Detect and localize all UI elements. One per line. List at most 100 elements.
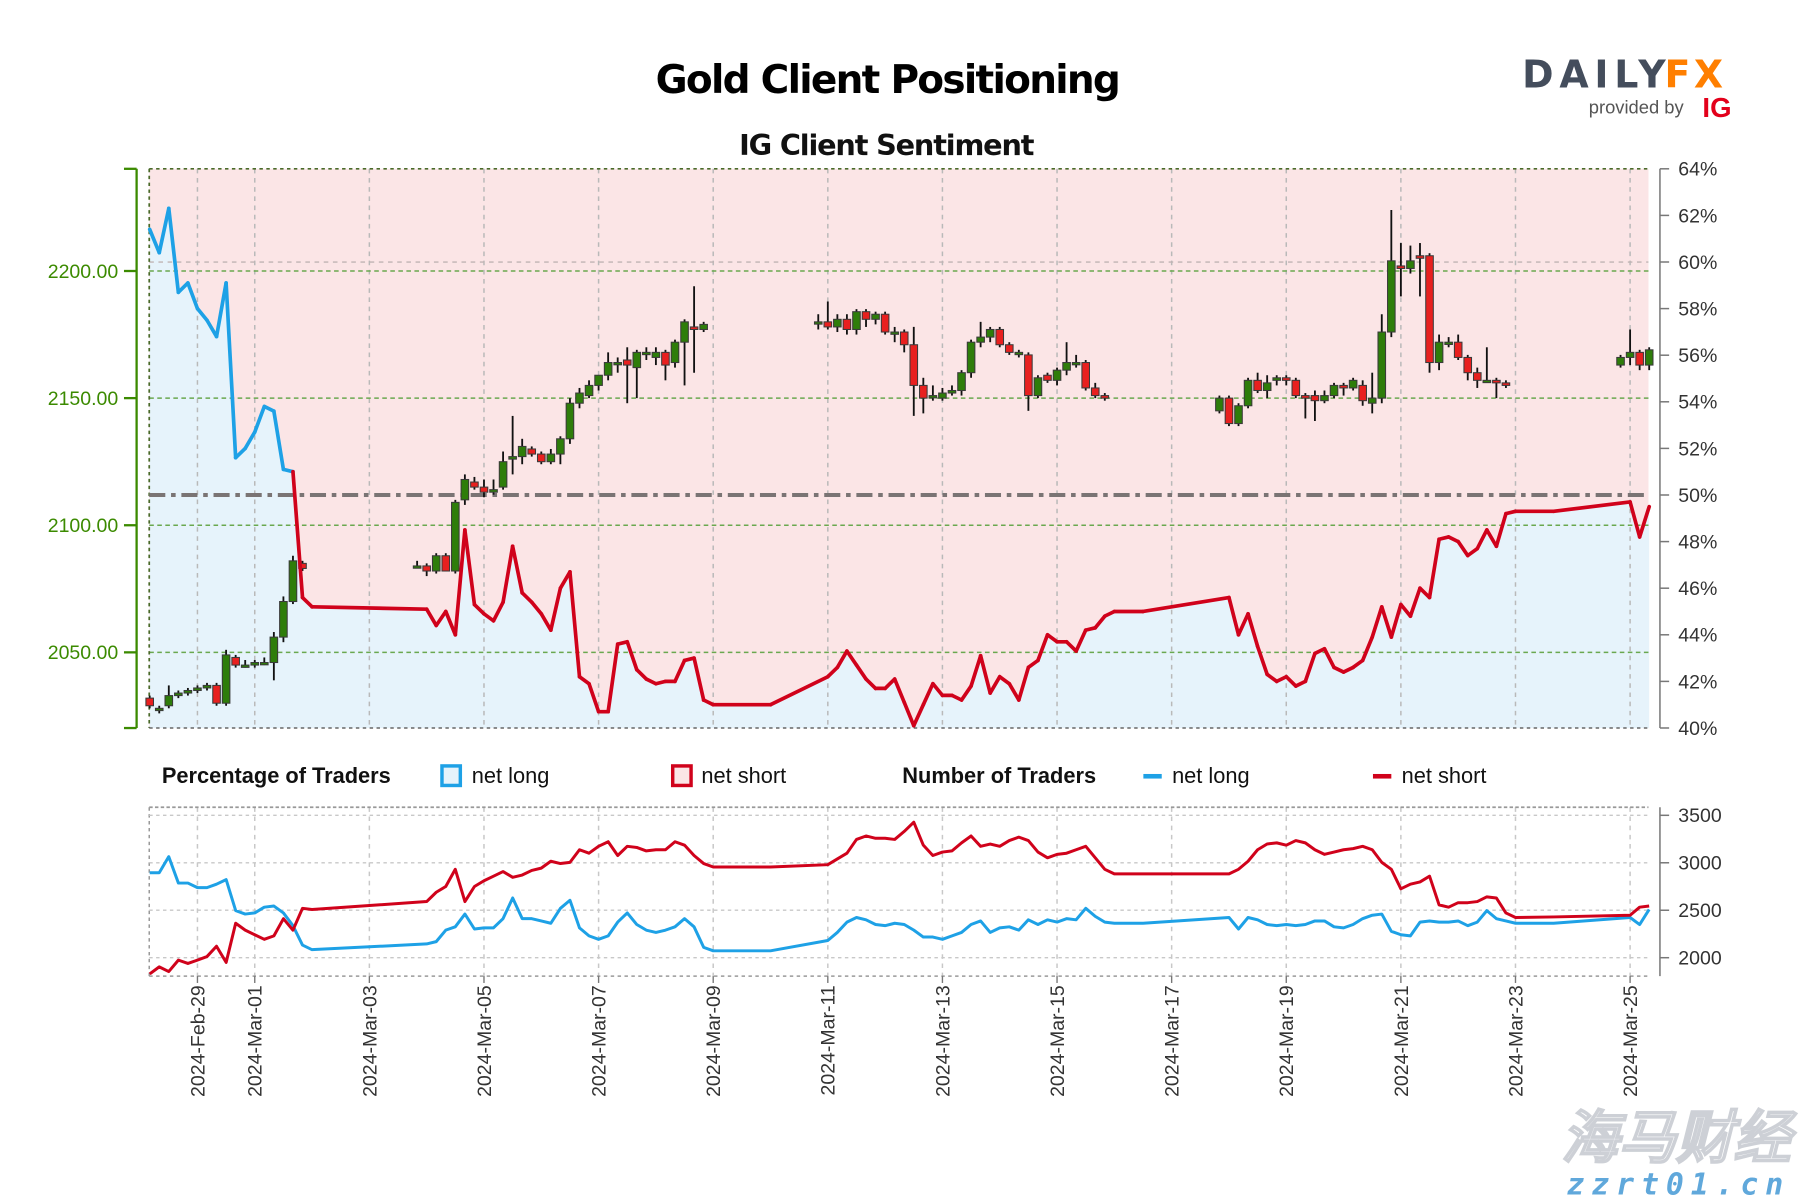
net-long-pct-segment bbox=[157, 206, 171, 255]
candle bbox=[221, 649, 231, 706]
candle-body-up bbox=[240, 664, 250, 668]
candle-body-up bbox=[1234, 405, 1243, 425]
net-long-pct-segment bbox=[1628, 500, 1642, 539]
candle-body-up bbox=[451, 501, 460, 572]
candle bbox=[1291, 377, 1301, 399]
candle-body-up bbox=[670, 341, 680, 364]
candle-body-down bbox=[1310, 395, 1320, 402]
candle-body-up bbox=[642, 351, 651, 356]
candle bbox=[1387, 209, 1396, 338]
net-long-pct-segment bbox=[921, 681, 935, 707]
net-long-pct-segment bbox=[825, 665, 840, 679]
candle bbox=[957, 370, 966, 396]
logo-brand-fx: FX bbox=[1665, 52, 1727, 96]
candle bbox=[1062, 342, 1071, 376]
candle bbox=[1224, 395, 1234, 427]
candle-body-up bbox=[1071, 362, 1081, 366]
net-long-pct-segment bbox=[692, 656, 706, 702]
net-long-pct-segment bbox=[291, 469, 305, 600]
candle-body-down bbox=[1358, 384, 1367, 402]
legend-num-long: net long bbox=[1172, 763, 1250, 788]
candle bbox=[603, 352, 613, 381]
candle bbox=[575, 387, 584, 409]
candle bbox=[622, 347, 632, 404]
net-long-pct-segment bbox=[997, 674, 1012, 686]
candle bbox=[536, 451, 546, 465]
pct-tick-label: 56% bbox=[1678, 345, 1717, 367]
chart-title: Gold Client Positioning bbox=[656, 58, 1120, 103]
candle-body-up bbox=[1320, 395, 1329, 402]
candle-body-up bbox=[1052, 369, 1062, 381]
candle bbox=[1329, 382, 1339, 399]
candle bbox=[985, 326, 995, 343]
price-tick-label: 2100.00 bbox=[48, 515, 119, 537]
candle-body-up bbox=[1014, 351, 1024, 356]
net-long-pct-segment bbox=[587, 681, 601, 714]
candle-body-up bbox=[1387, 260, 1396, 333]
candle bbox=[460, 474, 470, 505]
candle-body-up bbox=[517, 445, 527, 458]
candle-body-up bbox=[1482, 379, 1492, 384]
candle-body-down bbox=[995, 328, 1005, 346]
legend-pct-long: net long bbox=[472, 763, 550, 788]
candle-body-up bbox=[288, 560, 298, 603]
net-short-traders-line bbox=[148, 820, 1650, 976]
net-long-pct-segment bbox=[883, 677, 897, 691]
candle bbox=[1004, 342, 1014, 355]
candle bbox=[938, 387, 947, 401]
candle-body-down bbox=[527, 448, 537, 455]
net-long-pct-segment bbox=[1026, 658, 1040, 670]
candle-body-down bbox=[1081, 362, 1090, 389]
count-tick-label: 3000 bbox=[1678, 853, 1722, 875]
net-long-pct-segment bbox=[310, 604, 429, 612]
net-long-pct-segment bbox=[1637, 504, 1652, 539]
candle bbox=[145, 695, 154, 709]
candle bbox=[890, 326, 899, 343]
net-long-pct-segment bbox=[835, 649, 849, 670]
candle-body-down bbox=[422, 565, 431, 572]
net-long-pct-segment bbox=[1408, 586, 1422, 618]
candle bbox=[995, 326, 1005, 348]
candle bbox=[919, 377, 928, 414]
count-tick-label: 2500 bbox=[1678, 900, 1722, 922]
candle bbox=[661, 349, 670, 381]
net-long-pct-segment bbox=[1494, 511, 1508, 549]
candle-body-down bbox=[880, 313, 890, 333]
candle bbox=[556, 436, 565, 465]
candle bbox=[966, 339, 976, 378]
candle-body-down bbox=[919, 384, 928, 399]
candle-body-down bbox=[1043, 374, 1052, 381]
candle-body-up bbox=[260, 662, 269, 666]
candle-body-up bbox=[966, 341, 976, 374]
net-long-pct-segment bbox=[1322, 646, 1336, 670]
candle-body-down bbox=[231, 656, 240, 666]
x-tick-label: 2024-Mar-21 bbox=[1391, 985, 1413, 1097]
net-long-pct-segment bbox=[166, 206, 181, 295]
candle bbox=[1463, 354, 1473, 381]
candle bbox=[1644, 347, 1654, 371]
candle-body-up bbox=[871, 313, 880, 320]
candle-body-up bbox=[460, 478, 470, 501]
net-long-pct-segment bbox=[472, 602, 486, 616]
pct-tick-label: 54% bbox=[1678, 392, 1717, 414]
candle bbox=[1024, 352, 1033, 411]
candle bbox=[422, 563, 431, 577]
candle-body-down bbox=[1024, 354, 1033, 397]
x-tick-label: 2024-Mar-07 bbox=[588, 985, 610, 1097]
net-long-pct-segment bbox=[959, 684, 973, 702]
candle bbox=[1425, 253, 1434, 373]
net-long-pct-segment bbox=[892, 677, 907, 705]
candle-body-up bbox=[412, 565, 422, 569]
candle-body-down bbox=[622, 359, 632, 366]
net-long-pct-segment bbox=[1303, 651, 1317, 684]
net-long-pct-segment bbox=[443, 609, 458, 637]
candle-body-down bbox=[470, 481, 479, 488]
x-tick-label: 2024-Mar-03 bbox=[359, 985, 381, 1097]
net-long-pct-segment bbox=[634, 667, 649, 681]
candle-body-down bbox=[1253, 379, 1262, 392]
candle-body-up bbox=[985, 328, 995, 338]
net-long-pct-segment bbox=[1064, 639, 1078, 653]
candle-body-down bbox=[145, 697, 154, 707]
candle-body-down bbox=[441, 555, 451, 572]
x-tick-label: 2024-Mar-17 bbox=[1162, 985, 1184, 1097]
